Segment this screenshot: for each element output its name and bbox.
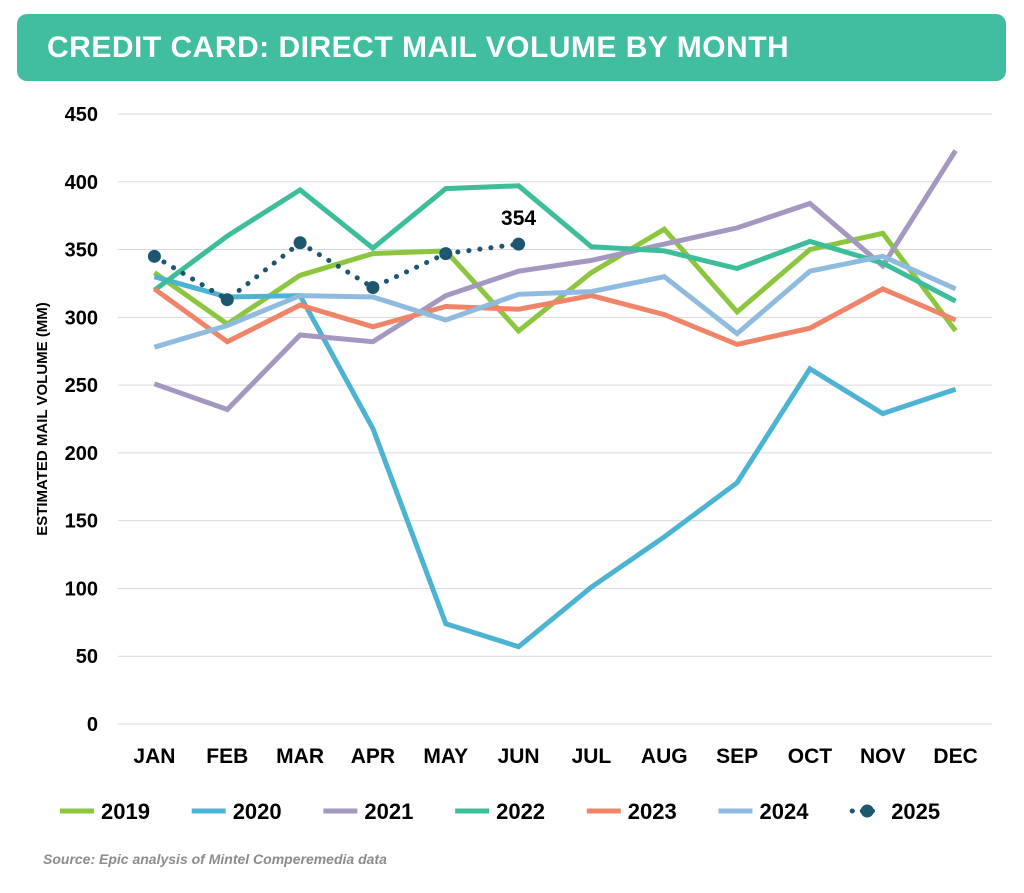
x-tick-label: SEP — [716, 745, 758, 768]
x-tick-label: JAN — [133, 745, 175, 768]
legend-item-2021: 2021 — [323, 799, 413, 824]
x-tick-label: OCT — [788, 745, 833, 768]
chart-title: CREDIT CARD: DIRECT MAIL VOLUME BY MONTH — [47, 30, 790, 64]
legend-item-2019: 2019 — [60, 799, 150, 824]
y-tick-label: 300 — [65, 307, 98, 329]
series-line-2022 — [152, 183, 957, 304]
series-2024 — [153, 253, 957, 350]
legend-item-2020: 2020 — [191, 799, 282, 824]
x-tick-label: NOV — [860, 745, 906, 768]
series-2023 — [152, 286, 957, 348]
y-tick-label: 50 — [76, 646, 98, 668]
data-point-2025 — [512, 237, 526, 251]
legend-label: 2025 — [891, 799, 940, 824]
legend-marker — [860, 804, 874, 818]
legend-item-2024: 2024 — [718, 799, 810, 824]
legend-label: 2023 — [628, 799, 677, 824]
data-point-2025 — [366, 281, 380, 295]
x-tick-label: JUN — [498, 745, 540, 768]
x-tick-label: APR — [351, 745, 395, 768]
source-note: Source: Epic analysis of Mintel Comperem… — [43, 851, 387, 867]
x-axis: JAN FEB MAR APR MAY JUN JUL AUG SEP OCT NOV DEC — [133, 745, 977, 768]
legend-item-2023: 2023 — [586, 799, 677, 824]
series-2021 — [153, 149, 958, 413]
y-axis-title: ESTIMATED MAIL VOLUME (MM) — [34, 302, 51, 536]
legend: 2019 2020 2021 2022 2023 2024 2025 — [60, 799, 940, 824]
legend-label: 2024 — [760, 799, 810, 824]
title-bar: CREDIT CARD: DIRECT MAIL VOLUME BY MONTH — [17, 14, 1006, 81]
annotations: 354 — [501, 207, 536, 230]
series-2020 — [153, 274, 957, 650]
y-tick-label: 0 — [87, 714, 98, 736]
x-tick-label: MAR — [276, 745, 324, 768]
series-line-2020 — [153, 274, 957, 650]
legend-label: 2021 — [364, 799, 413, 824]
y-tick-label: 200 — [65, 443, 98, 465]
legend-item-2025: 2025 — [849, 799, 940, 824]
x-tick-label: AUG — [641, 745, 688, 768]
series-lines — [147, 149, 958, 650]
y-tick-label: 250 — [65, 375, 98, 397]
y-axis: 0 50 100 150 200 250 300 350 400 450 ESTIMATED MAI… — [34, 104, 98, 736]
data-label: 354 — [501, 207, 536, 230]
y-tick-label: 350 — [65, 240, 98, 262]
data-point-2025 — [293, 236, 307, 250]
y-tick-label: 100 — [65, 578, 98, 600]
legend-label: 2020 — [233, 799, 282, 824]
y-tick-label: 400 — [65, 172, 98, 194]
series-line-2024 — [153, 253, 957, 350]
x-tick-label: DEC — [933, 745, 977, 768]
legend-item-2022: 2022 — [455, 799, 545, 824]
series-2022 — [152, 183, 957, 304]
legend-label: 2019 — [101, 799, 150, 824]
series-line-2025 — [151, 239, 522, 303]
data-point-2025 — [220, 293, 234, 307]
data-point-2025 — [439, 247, 453, 261]
y-tick-label: 450 — [65, 104, 98, 126]
x-tick-label: JUL — [572, 745, 612, 768]
legend-label: 2022 — [496, 799, 545, 824]
x-tick-label: FEB — [206, 745, 248, 768]
series-2025 — [147, 236, 526, 307]
series-line-2021 — [153, 149, 958, 413]
x-tick-label: MAY — [423, 745, 468, 768]
y-tick-label: 150 — [65, 511, 98, 533]
data-point-2025 — [147, 249, 161, 263]
series-line-2023 — [152, 286, 957, 348]
gridlines — [118, 113, 992, 725]
